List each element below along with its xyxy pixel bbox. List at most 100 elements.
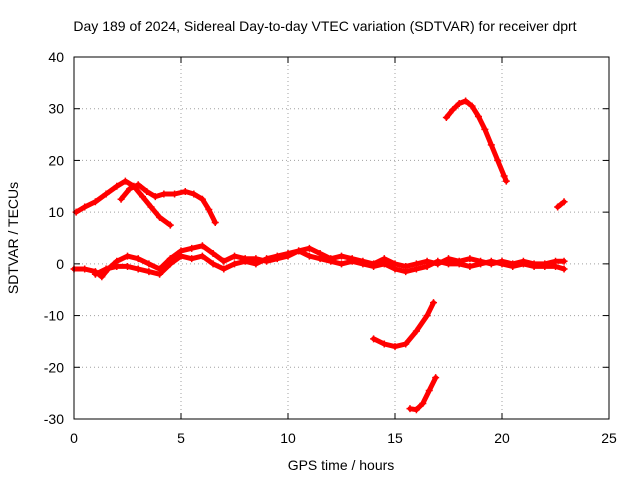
data-point — [198, 252, 206, 260]
data-point — [295, 247, 303, 255]
data-point — [198, 195, 206, 203]
data-point — [554, 203, 562, 211]
data-point — [113, 262, 121, 270]
y-tick-label: 40 — [48, 49, 64, 65]
series-line — [73, 178, 173, 228]
data-point — [509, 262, 517, 270]
data-point — [181, 187, 189, 195]
data-point — [348, 257, 356, 265]
y-tick-label: 30 — [48, 101, 64, 117]
data-point — [134, 265, 142, 273]
data-point — [391, 265, 399, 273]
data-point — [560, 198, 568, 206]
data-point — [402, 268, 410, 276]
series-line — [371, 300, 436, 350]
data-point — [402, 340, 410, 348]
data-point — [498, 260, 506, 268]
data-point — [188, 255, 196, 263]
data-point — [412, 327, 420, 335]
data-point — [156, 213, 164, 221]
data-point — [121, 177, 129, 185]
series-arc-1 — [72, 177, 174, 229]
y-tick-label: 10 — [48, 204, 64, 220]
data-point — [102, 265, 110, 273]
y-tick-label: 0 — [56, 256, 64, 272]
data-point — [327, 257, 335, 265]
data-point — [380, 260, 388, 268]
data-point — [102, 190, 110, 198]
data-point — [419, 399, 427, 407]
data-point — [81, 265, 89, 273]
data-point — [145, 260, 153, 268]
data-point — [477, 260, 485, 268]
data-point — [430, 299, 438, 307]
data-point — [134, 255, 142, 263]
data-point — [231, 252, 238, 260]
data-point — [423, 262, 431, 270]
data-point — [188, 244, 196, 252]
data-point — [466, 255, 474, 263]
data-point — [151, 193, 159, 201]
data-point — [126, 185, 134, 193]
data-point — [198, 242, 206, 250]
data-point — [190, 190, 198, 198]
data-point — [462, 97, 470, 105]
data-point — [481, 125, 489, 133]
axis-ticks — [73, 56, 610, 420]
data-point — [423, 312, 431, 320]
data-point — [425, 387, 433, 395]
data-point — [305, 244, 313, 252]
data-point — [220, 265, 228, 273]
data-point — [494, 156, 502, 164]
data-point — [241, 257, 249, 265]
data-point — [81, 203, 89, 211]
data-point — [138, 193, 146, 201]
data-point — [305, 252, 313, 260]
data-point — [117, 195, 125, 203]
data-point — [338, 260, 345, 268]
data-point — [205, 206, 213, 214]
data-point — [91, 198, 99, 206]
series-arc-8 — [554, 198, 568, 211]
data-point — [380, 340, 388, 348]
data-point — [552, 262, 559, 270]
data-point — [487, 257, 495, 265]
data-point — [406, 405, 414, 413]
data-point — [560, 257, 568, 265]
x-axis-label: GPS time / hours — [288, 457, 395, 473]
data-point — [449, 106, 457, 114]
series-arc-2 — [117, 181, 219, 226]
x-tick-label: 25 — [601, 430, 617, 446]
data-point — [124, 262, 131, 270]
data-point — [359, 260, 367, 268]
chart-title: Day 189 of 2024, Sidereal Day-to-day VTE… — [73, 18, 576, 34]
data-point — [370, 335, 378, 343]
data-point — [166, 221, 174, 229]
data-point — [530, 262, 538, 270]
series-arc-7 — [442, 97, 510, 185]
data-point — [134, 181, 142, 189]
data-point — [160, 190, 168, 198]
x-tick-label: 15 — [387, 430, 403, 446]
x-tick-labels: 0 5 10 15 20 25 — [70, 430, 617, 446]
series-arc-5 — [370, 299, 438, 351]
data-point — [468, 102, 476, 110]
data-point — [502, 177, 510, 185]
plot-frame — [73, 56, 610, 420]
data-point — [445, 260, 452, 268]
x-tick-label: 10 — [280, 430, 296, 446]
x-tick-label: 0 — [70, 430, 78, 446]
data-point — [231, 260, 238, 268]
data-point — [145, 268, 153, 276]
data-point — [474, 112, 482, 120]
series-line — [555, 199, 567, 210]
data-point — [519, 260, 527, 268]
y-tick-label: -30 — [44, 411, 64, 427]
data-point — [171, 190, 179, 198]
data-point — [391, 343, 399, 351]
data-point — [98, 273, 106, 281]
data-point — [500, 172, 508, 180]
data-point — [252, 260, 260, 268]
data-point — [412, 265, 420, 273]
